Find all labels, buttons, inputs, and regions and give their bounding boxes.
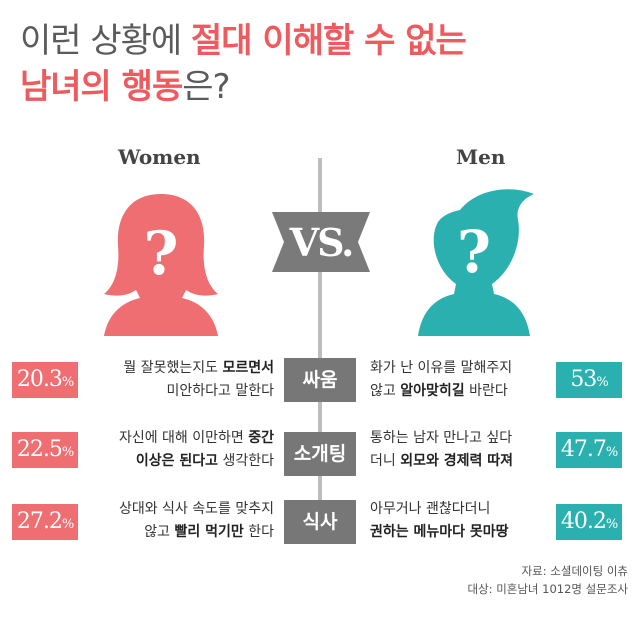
source-note: 자료: 소셜데이팅 이츄 대상: 미혼남녀 1012명 설문조사 [467,564,629,596]
women-behavior-text: 자신에 대해 이만하면 중간 이상은 된다고 생각한다 [118,430,274,469]
category-label: 소개팅 [284,432,356,476]
divider-line [318,272,322,360]
category-label: 식사 [284,500,356,544]
men-behavior-text: 화가 난 이유를 말해주지 않고 알아맞히길 바란다 [370,360,513,399]
women-percent-badge: 22.5% [12,432,78,468]
women-percent-badge: 27.2% [12,504,78,540]
divider-line [318,400,322,432]
women-label: Women [118,145,201,169]
men-label: Men [456,145,506,169]
page-title: 이런 상황에 절대 이해할 수 없는 남녀의 행동은? [20,21,467,107]
vs-banner [272,212,370,272]
men-percent-badge: 40.2% [556,504,622,540]
women-behavior-text: 상대와 식사 속도를 맞추지 않고 빨리 먹기만 한다 [118,501,274,540]
vs-label: VS. [289,220,355,265]
svg-text:?: ? [457,218,491,286]
men-behavior-text: 아무거나 괜찮다더니 권하는 메뉴마다 못마땅 [370,501,509,540]
woman-silhouette-icon: ? [104,194,218,336]
svg-text:?: ? [143,219,178,289]
women-behavior-text: 뭘 잘못했는지도 모르면서 미안하다고 말한다 [123,360,274,399]
divider-line [318,158,322,212]
women-percent-badge: 20.3% [12,362,78,398]
man-silhouette-icon: ? [418,189,534,336]
category-label: 싸움 [284,358,356,402]
men-behavior-text: 통하는 남자 만나고 싶다 더니 외모와 경제력 따져 [370,430,514,469]
men-percent-badge: 47.7% [556,432,622,468]
divider-line [318,468,322,508]
men-percent-badge: 53% [556,362,622,398]
